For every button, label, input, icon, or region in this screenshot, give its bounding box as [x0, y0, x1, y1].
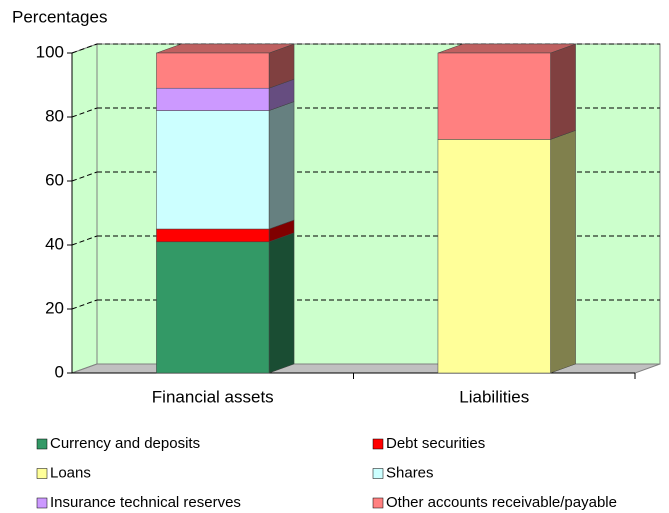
- bar-top: [437, 43, 576, 54]
- bar-top: [156, 43, 295, 54]
- x-tick-label: Liabilities: [459, 387, 529, 406]
- bar: [156, 110, 270, 230]
- y-axis-label: Percentages: [12, 7, 107, 26]
- legend-swatch: [36, 438, 48, 450]
- legend-swatch: [36, 468, 48, 479]
- y-tick-label: 20: [45, 298, 64, 317]
- y-tick-label: 0: [55, 362, 64, 381]
- y-tick-label: 100: [36, 42, 64, 61]
- grid-line: [71, 299, 98, 310]
- legend-label: Shares: [386, 464, 434, 481]
- grid-line: [71, 171, 98, 182]
- legend-label: Loans: [50, 464, 91, 481]
- legend-label: Debt securities: [386, 435, 485, 452]
- y-tick-label: 80: [45, 106, 64, 125]
- legend-swatch: [372, 497, 384, 509]
- bar: [156, 241, 270, 374]
- grid-line: [71, 235, 98, 246]
- bar-side: [268, 232, 295, 374]
- x-tick-label: Financial assets: [152, 387, 274, 406]
- bar: [156, 228, 270, 243]
- legend-label: Other accounts receivable/payable: [386, 494, 617, 511]
- legend-swatch: [372, 468, 384, 479]
- grid-line: [71, 107, 98, 118]
- bar: [156, 87, 270, 111]
- y-tick-label: 40: [45, 234, 64, 253]
- legend-swatch: [372, 438, 384, 450]
- legend-label: Currency and deposits: [50, 435, 200, 452]
- legend-swatch: [36, 497, 48, 509]
- y-tick-label: 60: [45, 170, 64, 189]
- legend-label: Insurance technical reserves: [50, 494, 241, 511]
- bar-side: [268, 101, 295, 230]
- side-wall: [71, 43, 98, 374]
- bar: [156, 52, 270, 89]
- bar-side: [550, 130, 576, 374]
- bar: [437, 52, 551, 140]
- grid-line: [71, 43, 98, 54]
- bar-side: [550, 43, 576, 140]
- bar: [437, 139, 551, 374]
